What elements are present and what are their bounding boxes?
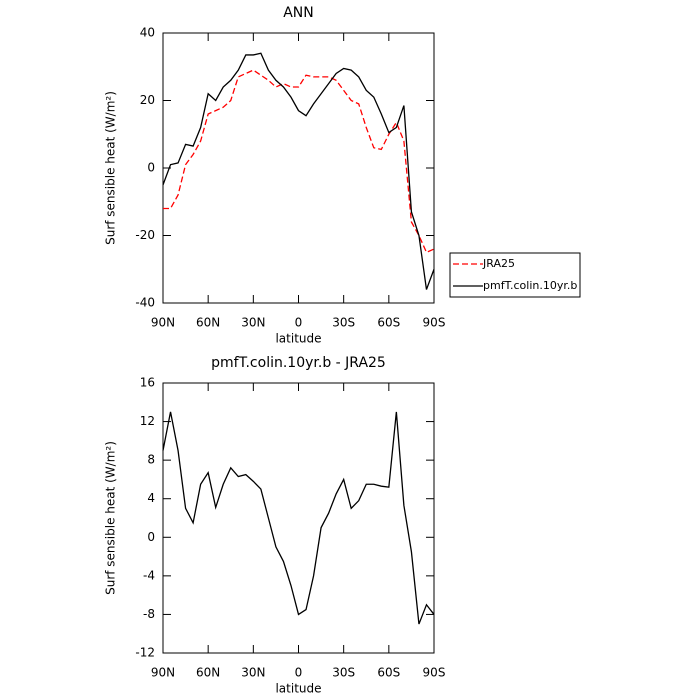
y-tick-label: -40 <box>135 296 155 310</box>
y-tick-label: 0 <box>147 530 155 544</box>
x-tick-label: 60N <box>196 316 220 330</box>
x-tick-label: 0 <box>295 666 303 680</box>
y-tick-label: 0 <box>147 161 155 175</box>
x-tick-label: 30S <box>332 666 355 680</box>
y-tick-label: -20 <box>135 228 155 242</box>
y-tick-label: 16 <box>140 376 155 390</box>
data-line <box>163 69 435 254</box>
x-tick-label: 30N <box>241 666 265 680</box>
x-tick-label: 0 <box>295 316 303 330</box>
chart-title: ANN <box>283 5 314 21</box>
plot-frame <box>162 32 435 304</box>
legend-box <box>449 252 581 298</box>
plot-frame <box>162 382 435 654</box>
x-tick-label: 90S <box>423 666 446 680</box>
x-tick-label: 60N <box>196 666 220 680</box>
y-tick-label: 12 <box>140 414 155 428</box>
y-tick-label: -12 <box>135 646 155 660</box>
y-tick-label: 4 <box>147 491 155 505</box>
legend-label: JRA25 <box>482 257 515 270</box>
data-line <box>162 52 435 290</box>
y-tick-label: 20 <box>140 93 155 107</box>
y-tick-label: -4 <box>143 568 155 582</box>
x-tick-label: 60S <box>377 666 400 680</box>
y-tick-label: 40 <box>140 26 155 40</box>
chart-title: pmfT.colin.10yr.b - JRA25 <box>211 355 386 371</box>
y-tick-label: 8 <box>147 453 155 467</box>
x-tick-label: 30S <box>332 316 355 330</box>
y-axis-label: Surf sensible heat (W/m²) <box>104 441 118 595</box>
x-tick-label: 90N <box>151 666 175 680</box>
x-axis-label: latitude <box>275 332 321 346</box>
x-tick-label: 90N <box>151 316 175 330</box>
legend-label: pmfT.colin.10yr.b <box>483 279 577 292</box>
y-tick-label: -8 <box>143 607 155 621</box>
x-axis-label: latitude <box>275 682 321 696</box>
data-line <box>162 411 435 625</box>
x-tick-label: 60S <box>377 316 400 330</box>
x-tick-label: 90S <box>423 316 446 330</box>
y-axis-label: Surf sensible heat (W/m²) <box>104 91 118 245</box>
x-tick-label: 30N <box>241 316 265 330</box>
